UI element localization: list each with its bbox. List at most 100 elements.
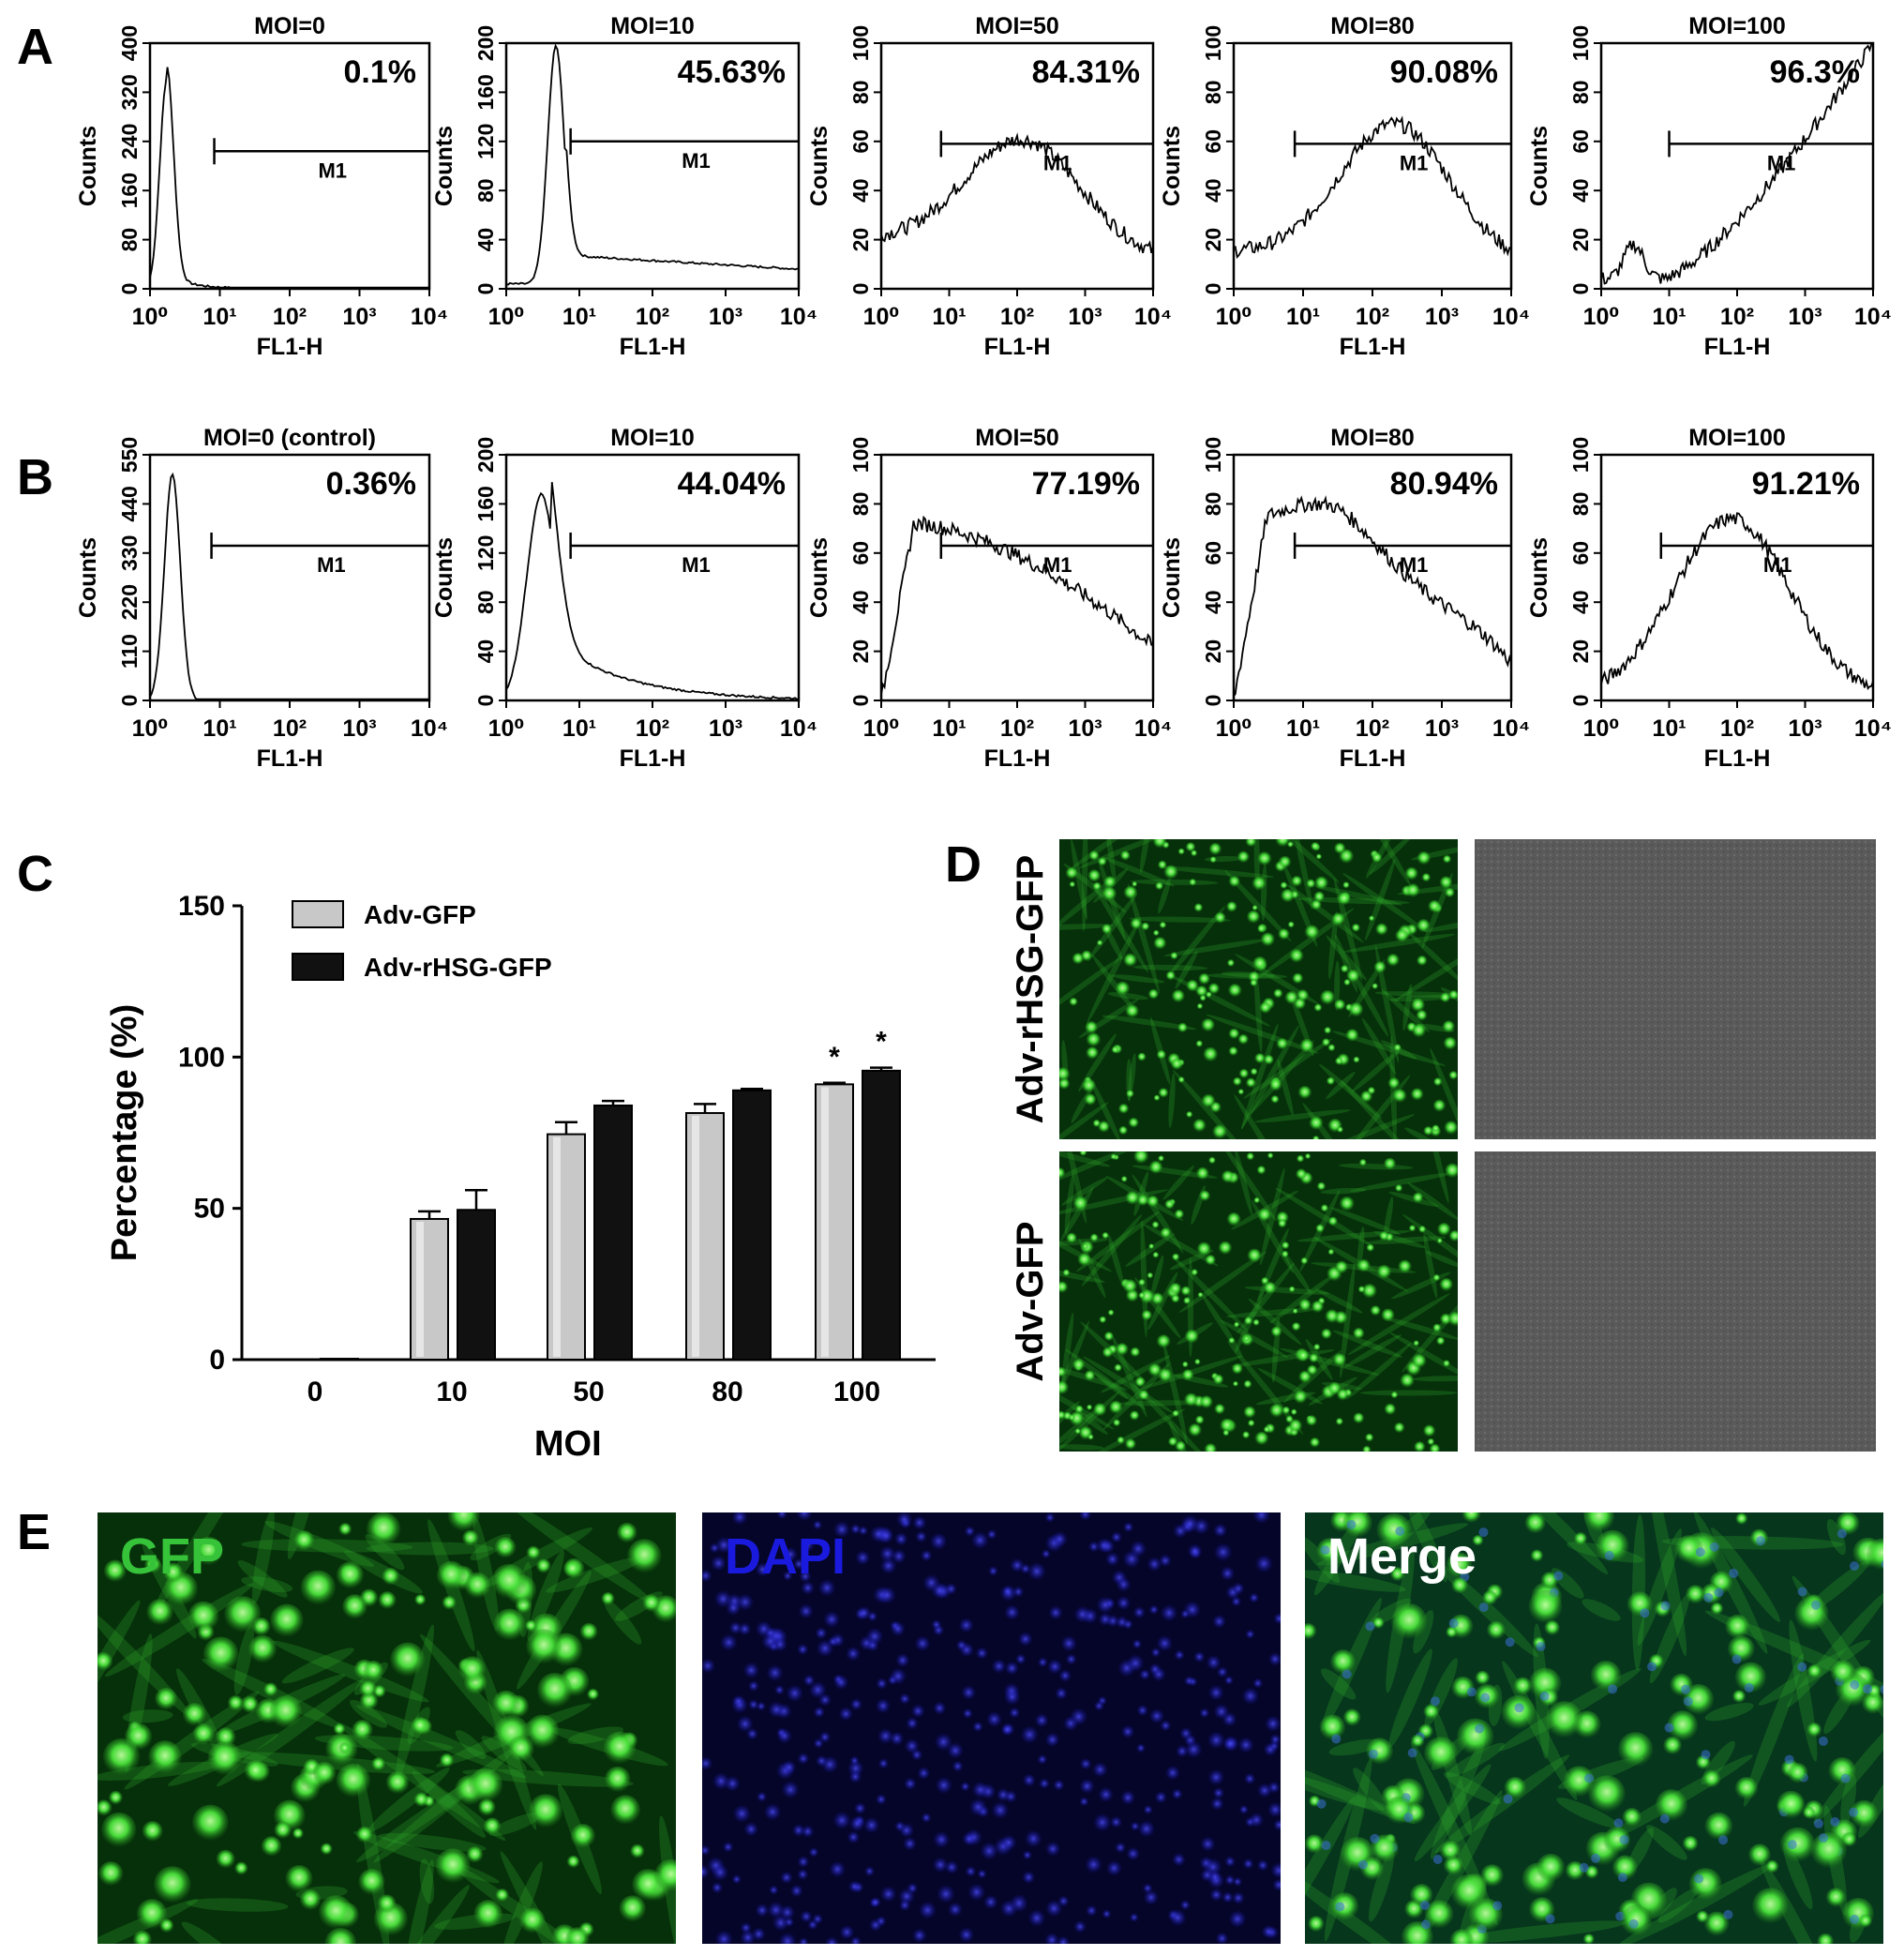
cell-process — [1221, 1151, 1277, 1222]
nucleus — [1045, 1841, 1061, 1857]
gfp-cell — [1082, 1243, 1088, 1250]
nucleus — [801, 1580, 816, 1595]
cell-process — [1361, 1017, 1396, 1075]
nucleus — [862, 1816, 880, 1834]
nucleus — [1179, 1899, 1191, 1911]
gfp-cell — [1311, 1300, 1325, 1314]
gfp-cell — [299, 1888, 322, 1911]
nucleus-overlay — [1395, 1526, 1405, 1536]
gfp-cell — [1315, 1224, 1325, 1233]
cell-process — [1389, 1332, 1458, 1384]
gfp-cell — [1263, 1281, 1277, 1295]
nucleus — [904, 1777, 917, 1791]
gfp-cell — [1287, 841, 1294, 849]
gfp-cell — [1141, 1310, 1152, 1321]
gfp-cell — [1416, 1009, 1428, 1021]
cell-process — [1139, 839, 1150, 874]
gfp-cell — [464, 1572, 491, 1599]
gfp-cell — [312, 1761, 337, 1785]
nucleus-overlay — [1797, 1587, 1807, 1597]
gfp-cell — [1702, 1769, 1721, 1789]
nucleus — [792, 1557, 805, 1571]
gfp-cell — [1297, 989, 1310, 1002]
gfp-cell — [537, 1672, 573, 1708]
nucleus — [853, 1801, 866, 1814]
cell-process — [1222, 971, 1275, 978]
cell-process — [1711, 1527, 1781, 1622]
nucleus — [1264, 1715, 1281, 1733]
micrograph-d-rhsg-brightfield — [1475, 839, 1876, 1139]
nucleus-overlay — [1407, 1748, 1417, 1758]
nucleus — [1044, 1512, 1056, 1523]
gfp-cell — [1130, 1347, 1141, 1358]
gfp-cell — [1196, 1241, 1211, 1256]
micrograph-cells — [97, 1512, 676, 1944]
cell-process — [1743, 1653, 1805, 1807]
histogram-a-3: MOI=80 90.08% 0 20 40 60 80 100 Counts 10⁰ 10¹ 10² 1… — [1159, 13, 1530, 360]
nucleus — [1060, 1634, 1077, 1652]
gfp-cell — [1311, 841, 1320, 851]
cell-process — [1129, 916, 1231, 923]
gfp-cell — [1074, 1428, 1081, 1435]
cell-process — [1130, 879, 1219, 885]
x-tick-label: 10⁰ — [863, 715, 900, 742]
nucleus — [1160, 1720, 1172, 1732]
gfp-cell — [1122, 1279, 1137, 1294]
nucleus — [855, 1550, 871, 1566]
nucleus-overlay — [1797, 1662, 1807, 1672]
nucleus — [1223, 1675, 1235, 1686]
nucleus — [818, 1731, 832, 1743]
gfp-cell — [1686, 1585, 1705, 1604]
y-tick-label: 60 — [1201, 129, 1225, 154]
nucleus — [816, 1639, 834, 1658]
y-tick-label: 40 — [1201, 590, 1225, 614]
gfp-cell — [1159, 921, 1167, 929]
cell-process — [1389, 1035, 1397, 1139]
nucleus — [710, 1555, 727, 1572]
gfp-cell — [162, 1562, 184, 1584]
x-tick-label: 10⁴ — [1854, 715, 1892, 742]
nucleus-overlay — [1683, 1696, 1693, 1707]
nucleus — [1216, 1665, 1229, 1678]
gfp-cell — [1117, 1436, 1125, 1445]
x-tick-label: 10³ — [1068, 304, 1102, 330]
gfp-cell — [1573, 1532, 1588, 1546]
gfp-cell — [1862, 1692, 1883, 1715]
nucleus — [1232, 1582, 1245, 1595]
cell-process — [1064, 1173, 1074, 1235]
nucleus — [906, 1716, 919, 1730]
nucleus — [1231, 1596, 1242, 1607]
gfp-cell — [1116, 1343, 1129, 1356]
y-tick-label: 0 — [473, 695, 498, 707]
nucleus — [1004, 1661, 1019, 1676]
nucleus — [875, 1793, 887, 1805]
gfp-cell — [1304, 925, 1320, 940]
gfp-cell — [1734, 1776, 1759, 1800]
gfp-cell — [1297, 1085, 1312, 1100]
x-tick-label: 10⁰ — [132, 715, 169, 742]
cell-process — [1172, 1255, 1249, 1332]
gfp-cell — [1436, 1336, 1446, 1346]
nucleus — [849, 1755, 860, 1766]
gfp-cell — [1081, 1078, 1096, 1093]
nucleus — [1224, 1874, 1236, 1886]
cell-process — [1424, 919, 1458, 932]
nucleus — [1174, 1649, 1185, 1661]
gfp-cell — [216, 1849, 235, 1869]
nucleus — [1148, 1708, 1165, 1724]
gfp-cell — [630, 1843, 645, 1859]
nucleus — [1027, 1561, 1046, 1581]
cell-process — [264, 1521, 375, 1567]
gfp-cell — [1289, 948, 1304, 964]
gfp-cell — [1410, 1884, 1433, 1907]
nucleus — [962, 1708, 973, 1720]
gfp-cell — [241, 1695, 259, 1714]
nucleus — [761, 1632, 780, 1651]
percent-label: 91.21% — [1752, 466, 1860, 502]
gfp-cell — [1513, 1677, 1533, 1696]
gfp-cell — [1335, 1418, 1343, 1426]
gfp-cell — [1486, 1620, 1506, 1640]
gfp-cell — [1446, 1626, 1458, 1639]
y-axis-label: Counts — [1526, 537, 1552, 618]
cell-process — [241, 1539, 413, 1553]
